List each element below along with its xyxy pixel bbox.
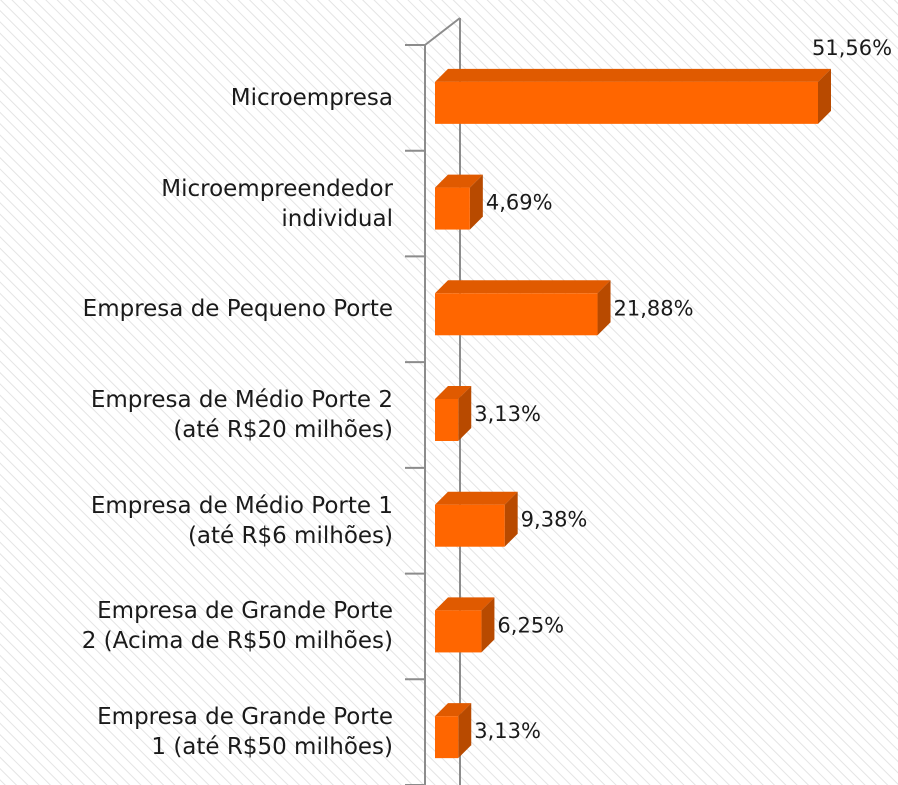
value-label: 6,25% xyxy=(497,613,564,637)
bar xyxy=(435,293,598,336)
bar-top xyxy=(435,174,483,188)
bar xyxy=(435,504,505,547)
bar-side xyxy=(469,174,483,230)
category-label: Microempreendedor individual xyxy=(161,175,393,232)
bar-side xyxy=(818,68,831,124)
bar-side xyxy=(597,280,611,336)
value-label: 51,56% xyxy=(812,36,892,60)
value-label: 3,13% xyxy=(474,402,541,426)
bar-side xyxy=(458,386,472,441)
category-label: Empresa de Grande Porte 2 (Acima de R$50… xyxy=(81,598,393,655)
bar xyxy=(435,81,818,124)
value-label: 21,88% xyxy=(614,296,694,320)
category-label: Empresa de Médio Porte 1 (até R$6 milhõe… xyxy=(90,492,393,549)
bar-side xyxy=(481,597,495,653)
category-label: Microempresa xyxy=(230,84,393,111)
value-label: 3,13% xyxy=(474,719,541,743)
bar-side xyxy=(458,703,472,759)
value-label: 9,38% xyxy=(521,508,588,532)
category-label: Empresa de Pequeno Porte xyxy=(82,296,393,323)
bar-top xyxy=(435,68,831,82)
bar xyxy=(435,610,482,653)
bar xyxy=(435,716,459,759)
bar-side xyxy=(504,491,518,547)
value-label: 4,69% xyxy=(486,191,553,215)
category-label: Empresa de Grande Porte 1 (até R$50 milh… xyxy=(97,704,393,761)
bar xyxy=(435,399,459,441)
bar-top xyxy=(435,703,472,717)
bar-top xyxy=(435,386,472,399)
bar xyxy=(435,187,470,230)
bar-top xyxy=(435,597,495,611)
category-label: Empresa de Médio Porte 2 (até R$20 milhõ… xyxy=(90,387,393,443)
bar-top xyxy=(435,280,611,294)
bar-top xyxy=(435,491,518,505)
